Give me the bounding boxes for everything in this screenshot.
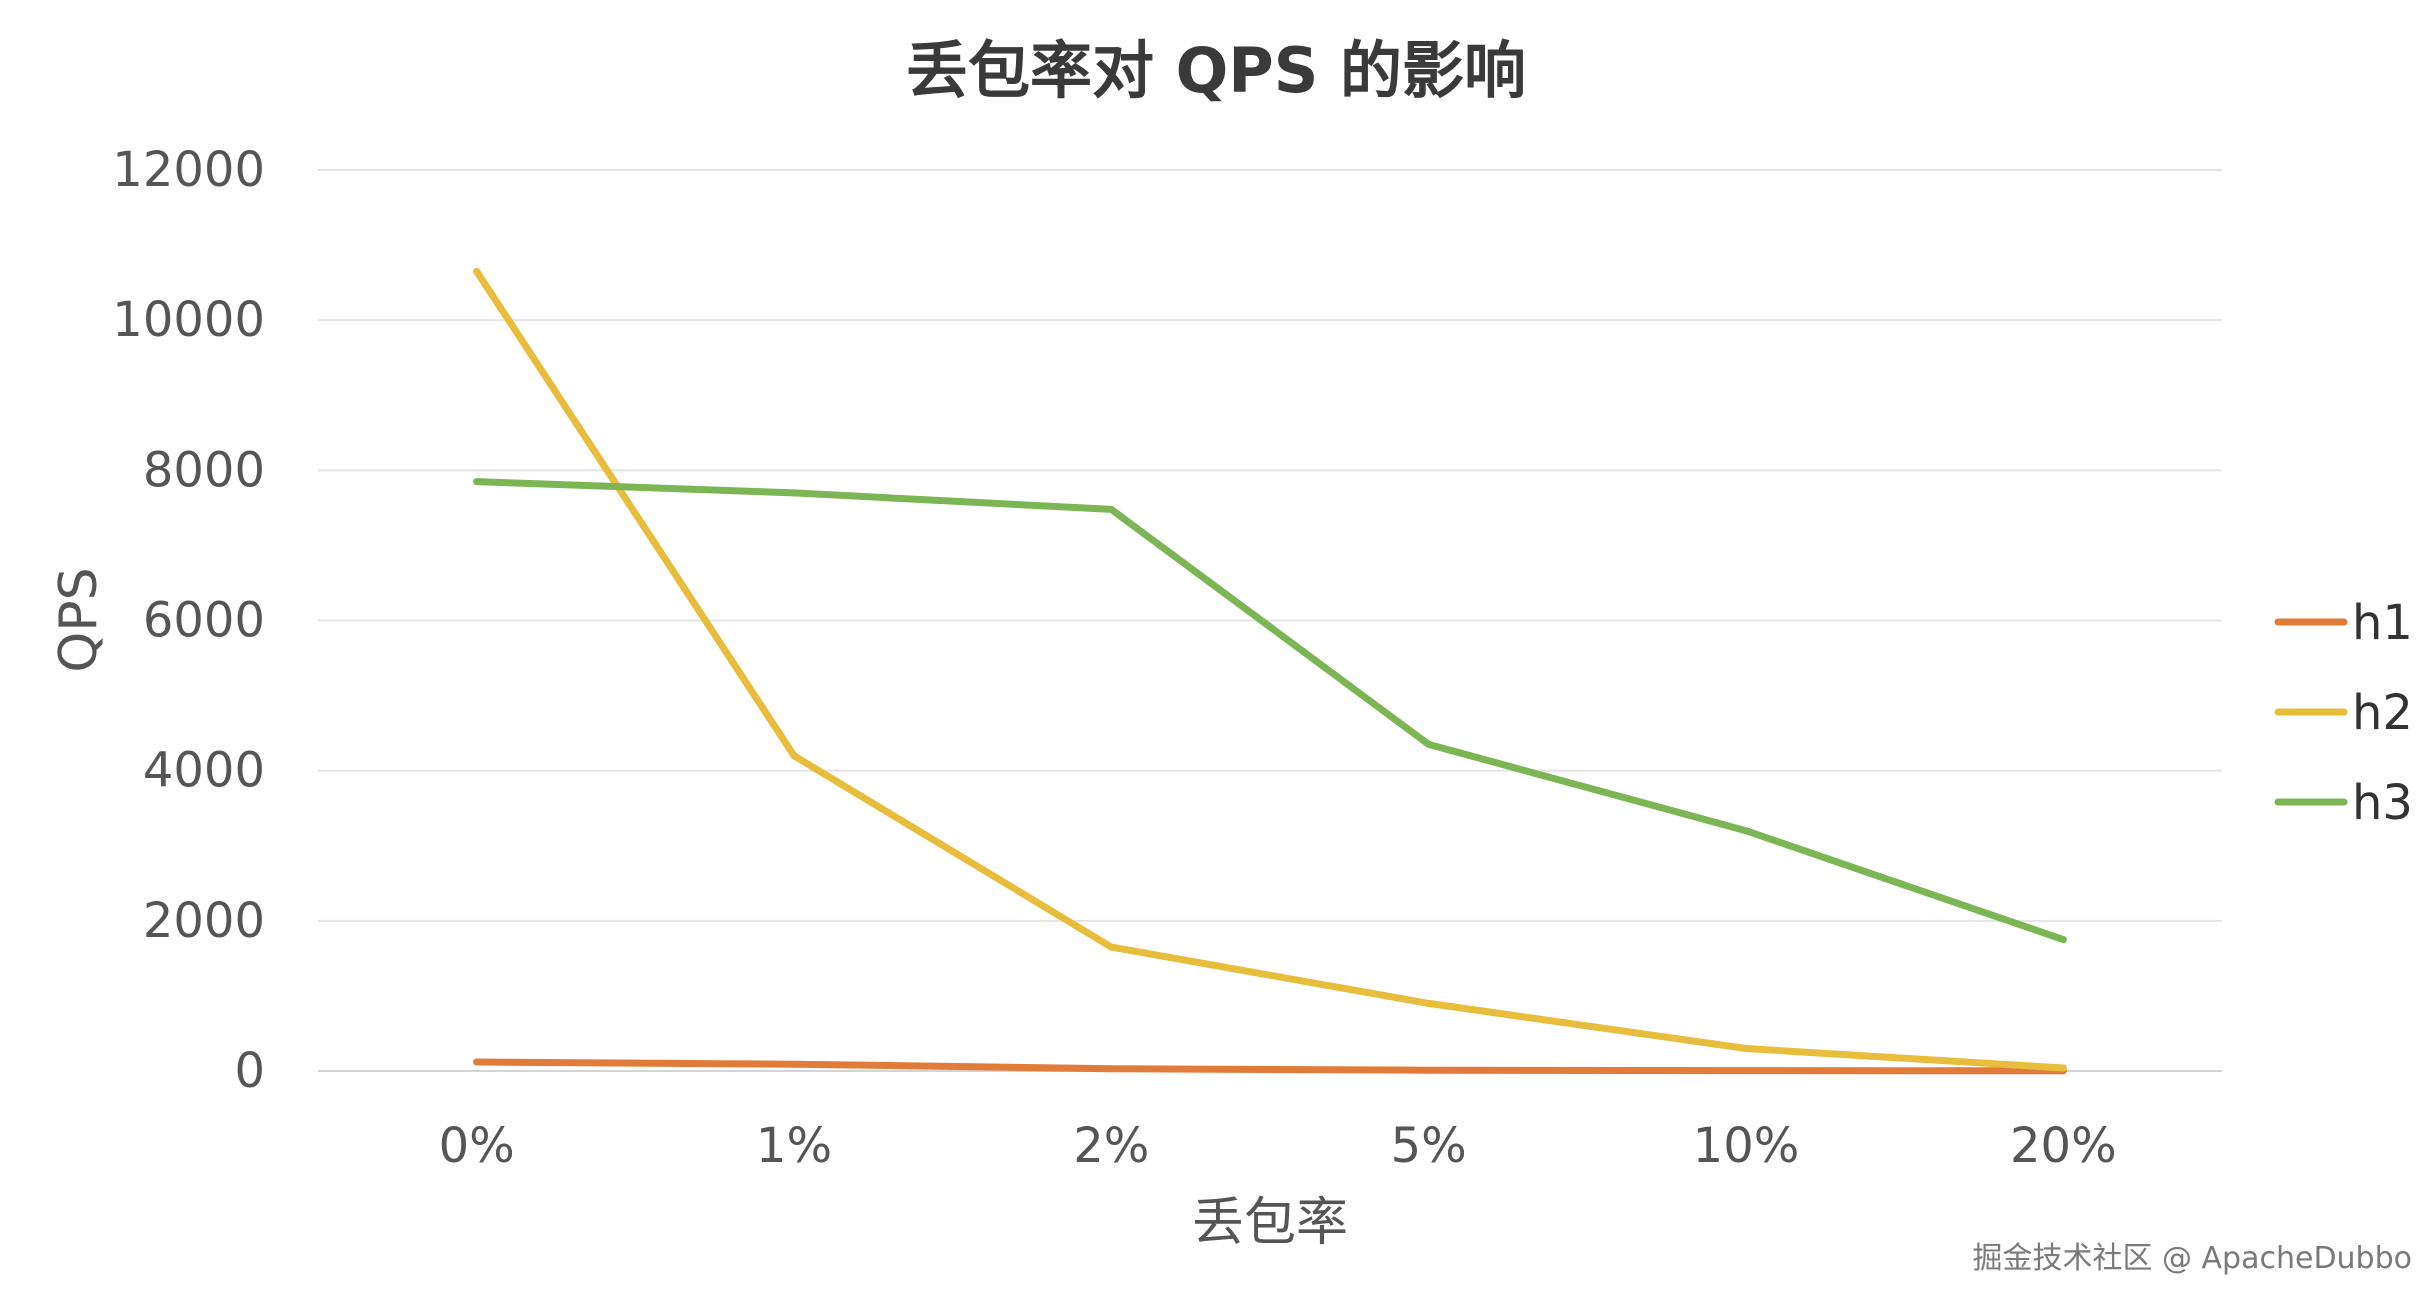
x-axis-ticks: 0% 1% 2% 5% 10% 20% xyxy=(439,1118,2117,1174)
data-point-h3 xyxy=(1742,827,1750,835)
data-point-h3 xyxy=(1425,740,1433,748)
data-point-h3 xyxy=(2059,936,2067,944)
data-point-h1 xyxy=(473,1058,481,1066)
chart-title: 丢包率对 QPS 的影响 xyxy=(906,34,1526,107)
x-tick-label: 10% xyxy=(1693,1118,1800,1174)
legend: h1 h2 h3 xyxy=(2274,595,2413,831)
data-point-h1 xyxy=(1742,1067,1750,1075)
x-tick-label: 2% xyxy=(1073,1118,1149,1174)
x-tick-label: 0% xyxy=(439,1118,515,1174)
data-point-h1 xyxy=(1425,1066,1433,1074)
x-tick-label: 5% xyxy=(1391,1118,1467,1174)
x-tick-label: 1% xyxy=(756,1118,832,1174)
data-point-h2 xyxy=(1425,999,1433,1007)
legend-label-h1: h1 xyxy=(2352,595,2413,651)
data-point-h2 xyxy=(790,752,798,760)
data-point-h2 xyxy=(1107,943,1115,951)
series-line-h3 xyxy=(473,478,2067,944)
data-point-h3 xyxy=(790,489,798,497)
data-point-h2 xyxy=(2059,1064,2067,1072)
x-tick-label: 20% xyxy=(2010,1118,2117,1174)
series-line-h1 xyxy=(473,1058,2067,1075)
data-point-h3 xyxy=(1107,505,1115,513)
legend-label-h2: h2 xyxy=(2352,685,2413,741)
y-tick-label: 6000 xyxy=(143,593,265,649)
data-point-h2 xyxy=(473,267,481,275)
y-tick-label: 10000 xyxy=(112,292,265,348)
data-point-h1 xyxy=(1107,1065,1115,1073)
x-axis-label: 丢包率 xyxy=(1192,1193,1348,1253)
data-point-h3 xyxy=(473,478,481,486)
legend-label-h3: h3 xyxy=(2352,775,2413,831)
y-axis-ticks: 0 2000 4000 6000 8000 10000 12000 xyxy=(112,142,265,1099)
data-point-h1 xyxy=(790,1060,798,1068)
y-tick-label: 2000 xyxy=(143,893,265,949)
gridlines xyxy=(318,169,2222,1072)
y-tick-label: 0 xyxy=(234,1043,265,1099)
y-axis-label: QPS xyxy=(49,567,109,672)
y-tick-label: 8000 xyxy=(143,442,265,498)
y-tick-label: 12000 xyxy=(112,142,265,198)
watermark: 掘金技术社区 @ ApacheDubbo xyxy=(1972,1241,2412,1276)
y-tick-label: 4000 xyxy=(143,743,265,799)
series-lines xyxy=(473,267,2067,1075)
series-line-h2 xyxy=(473,267,2067,1072)
data-point-h2 xyxy=(1742,1044,1750,1052)
